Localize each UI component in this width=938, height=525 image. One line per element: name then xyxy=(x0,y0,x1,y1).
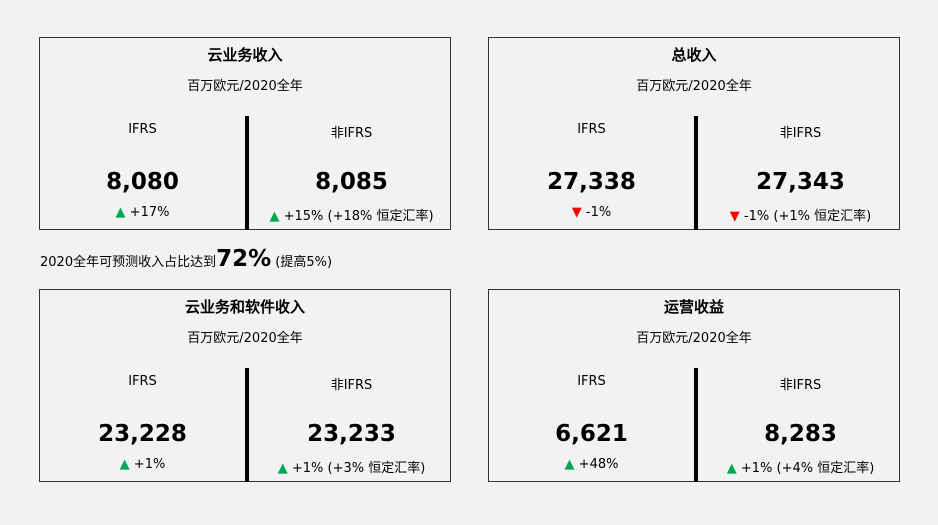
nonifrs-change-text: +1% (+4% 恒定汇率) xyxy=(740,461,875,476)
card-title: 云业务收入 xyxy=(207,46,283,64)
nonifrs-column: 非IFRS 27,343 ▼ -1% (+1% 恒定汇率) xyxy=(698,122,903,224)
nonifrs-value: 27,343 xyxy=(756,169,845,195)
nonifrs-change: ▼ -1% (+1% 恒定汇率) xyxy=(698,205,903,224)
column-divider xyxy=(245,116,249,230)
nonifrs-change: ▲ +1% (+3% 恒定汇率) xyxy=(249,457,454,476)
triangle-up-icon: ▲ xyxy=(277,461,288,476)
card-subtitle: 百万欧元/2020全年 xyxy=(187,79,303,94)
column-divider xyxy=(245,368,249,482)
ifrs-label: IFRS xyxy=(577,122,606,137)
note-highlight: 72% xyxy=(216,246,272,272)
ifrs-column: IFRS 23,228 ▲ +1% xyxy=(40,374,245,472)
nonifrs-column: 非IFRS 8,283 ▲ +1% (+4% 恒定汇率) xyxy=(698,374,903,476)
ifrs-change: ▲ +1% xyxy=(40,457,245,472)
ifrs-change: ▼ -1% xyxy=(489,205,694,220)
ifrs-change-text: +17% xyxy=(129,205,170,220)
triangle-up-icon: ▲ xyxy=(115,205,126,220)
ifrs-value: 27,338 xyxy=(547,169,636,195)
ifrs-change-text: -1% xyxy=(585,205,612,220)
ifrs-column: IFRS 27,338 ▼ -1% xyxy=(489,122,694,220)
kpi-card: 云业务和软件收入 百万欧元/2020全年 IFRS 23,228 ▲ +1% 非… xyxy=(39,289,451,482)
triangle-down-icon: ▼ xyxy=(571,205,582,220)
nonifrs-value: 23,233 xyxy=(307,421,396,447)
nonifrs-column: 非IFRS 23,233 ▲ +1% (+3% 恒定汇率) xyxy=(249,374,454,476)
kpi-card: 运营收益 百万欧元/2020全年 IFRS 6,621 ▲ +48% 非IFRS… xyxy=(488,289,900,482)
kpi-card: 总收入 百万欧元/2020全年 IFRS 27,338 ▼ -1% 非IFRS … xyxy=(488,37,900,230)
card-title: 运营收益 xyxy=(663,298,724,316)
card-subtitle: 百万欧元/2020全年 xyxy=(636,331,752,346)
ifrs-change: ▲ +17% xyxy=(40,205,245,220)
ifrs-label: IFRS xyxy=(128,122,157,137)
column-divider xyxy=(694,116,698,230)
ifrs-value: 23,228 xyxy=(98,421,187,447)
ifrs-change-text: +1% xyxy=(133,457,166,472)
note-suffix: (提高5%) xyxy=(271,255,333,270)
nonifrs-change-text: -1% (+1% 恒定汇率) xyxy=(743,209,872,224)
column-divider xyxy=(694,368,698,482)
ifrs-change: ▲ +48% xyxy=(489,457,694,472)
triangle-up-icon: ▲ xyxy=(564,457,575,472)
note-prefix: 2020全年可预测收入占比达到 xyxy=(40,255,217,270)
card-title: 云业务和软件收入 xyxy=(184,298,305,316)
ifrs-change-text: +48% xyxy=(578,457,619,472)
nonifrs-change: ▲ +15% (+18% 恒定汇率) xyxy=(249,205,454,224)
triangle-up-icon: ▲ xyxy=(269,209,280,224)
ifrs-column: IFRS 8,080 ▲ +17% xyxy=(40,122,245,220)
nonifrs-change-text: +1% (+3% 恒定汇率) xyxy=(291,461,426,476)
card-subtitle: 百万欧元/2020全年 xyxy=(636,79,752,94)
nonifrs-change-text: +15% (+18% 恒定汇率) xyxy=(283,209,434,224)
nonifrs-label: 非IFRS xyxy=(330,378,373,393)
nonifrs-label: 非IFRS xyxy=(330,126,373,141)
triangle-down-icon: ▼ xyxy=(729,209,740,224)
card-title: 总收入 xyxy=(671,46,717,64)
kpi-card: 云业务收入 百万欧元/2020全年 IFRS 8,080 ▲ +17% 非IFR… xyxy=(39,37,451,230)
ifrs-column: IFRS 6,621 ▲ +48% xyxy=(489,374,694,472)
triangle-up-icon: ▲ xyxy=(119,457,130,472)
triangle-up-icon: ▲ xyxy=(726,461,737,476)
nonifrs-label: 非IFRS xyxy=(779,378,822,393)
ifrs-value: 8,080 xyxy=(106,169,179,195)
ifrs-value: 6,621 xyxy=(555,421,628,447)
ifrs-label: IFRS xyxy=(128,374,157,389)
nonifrs-change: ▲ +1% (+4% 恒定汇率) xyxy=(698,457,903,476)
nonifrs-label: 非IFRS xyxy=(779,126,822,141)
nonifrs-value: 8,283 xyxy=(764,421,837,447)
ifrs-label: IFRS xyxy=(577,374,606,389)
predictable-revenue-note: 2020全年可预测收入占比达到72% (提高5%) xyxy=(40,246,332,272)
card-subtitle: 百万欧元/2020全年 xyxy=(187,331,303,346)
nonifrs-column: 非IFRS 8,085 ▲ +15% (+18% 恒定汇率) xyxy=(249,122,454,224)
nonifrs-value: 8,085 xyxy=(315,169,388,195)
